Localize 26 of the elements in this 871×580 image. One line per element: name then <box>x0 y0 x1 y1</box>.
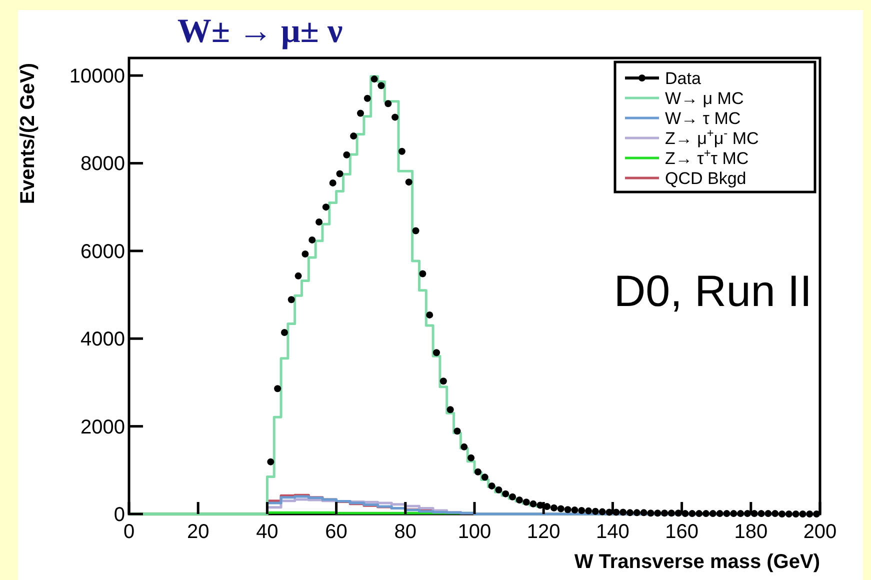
x-tick-label: 20 <box>186 521 210 543</box>
legend-label: W→ μ MC <box>665 89 744 108</box>
legend-label: Z→ μ$^{+}$μ$^{-}$ MC <box>665 126 759 148</box>
chart-title: W± → μ± ν <box>177 13 343 50</box>
legend-label: W→ τ MC <box>665 109 741 128</box>
y-axis-title: Events/(2 GeV) <box>17 63 39 204</box>
y-tick-label: 0 <box>114 504 125 526</box>
x-tick-label: 120 <box>526 521 560 543</box>
y-tick-label: 10000 <box>69 66 125 88</box>
y-tick-label: 6000 <box>80 240 125 263</box>
y-tick-label: 4000 <box>80 328 125 351</box>
annotation: D0, Run II <box>614 267 812 316</box>
legend-label: QCD Bkgd <box>665 169 746 188</box>
x-tick-label: 60 <box>325 521 348 543</box>
x-axis-title: W Transverse mass (GeV) <box>574 551 820 573</box>
y-tick-label: 2000 <box>80 416 125 438</box>
x-tick-label: 100 <box>458 521 492 543</box>
x-tick-label: 140 <box>596 521 630 543</box>
x-tick-label: 200 <box>803 521 837 543</box>
x-tick-label: 160 <box>665 521 698 543</box>
x-tick-label: 40 <box>256 521 278 543</box>
x-tick-label: 80 <box>394 521 417 543</box>
legend-label: Data <box>665 69 702 88</box>
x-tick-label: 180 <box>734 521 768 543</box>
y-tick-label: 8000 <box>80 153 125 176</box>
legend-label: Z→ τ$^{+}$τ MC <box>665 146 749 168</box>
